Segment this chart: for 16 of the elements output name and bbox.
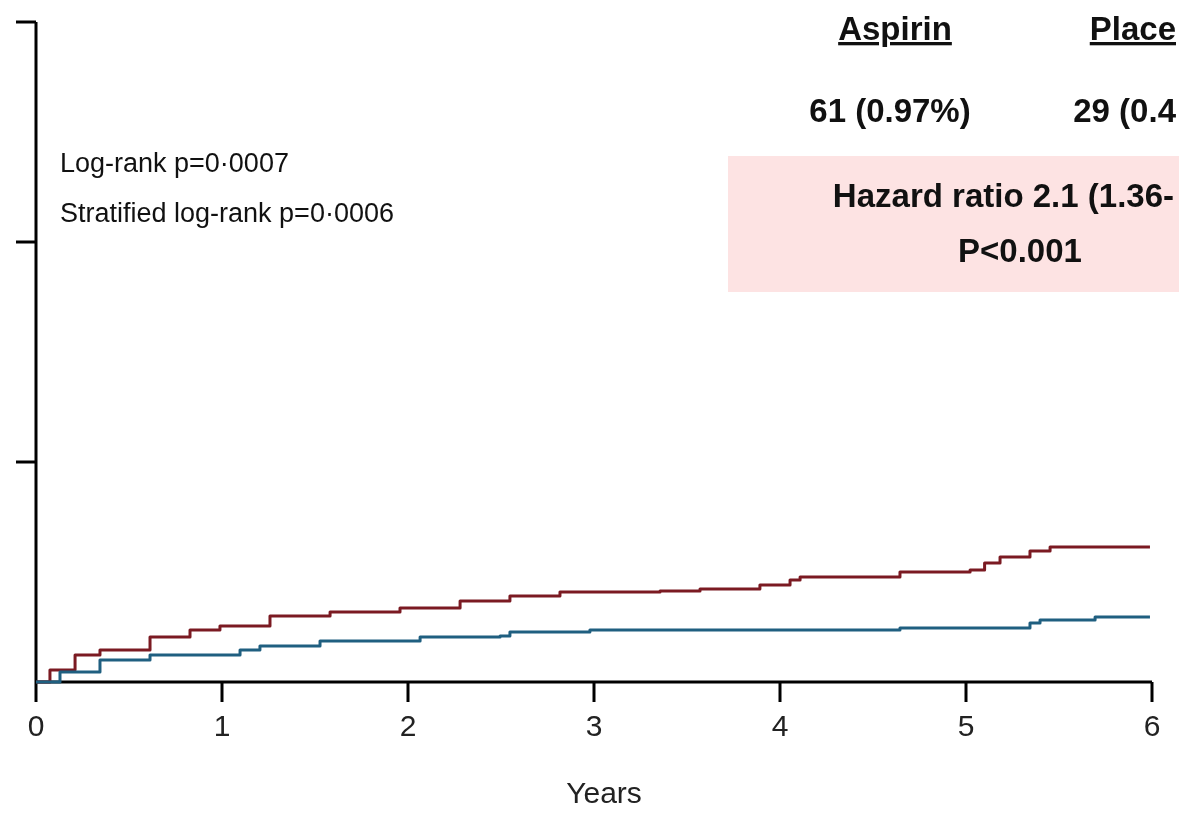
x-tick-label: 4 <box>771 709 789 742</box>
x-tick-label: 2 <box>399 709 417 742</box>
text: Log-rank p=0·0007 <box>60 148 289 178</box>
text: Hazard ratio 2.1 (1.36- <box>832 177 1174 214</box>
x-tick-label: 0 <box>27 709 45 742</box>
x-tick-label: 6 <box>1143 709 1161 742</box>
x-axis-title: Years <box>566 776 642 809</box>
x-tick-label: 3 <box>585 709 603 742</box>
x-tick-label: 5 <box>957 709 975 742</box>
text: Stratified log-rank p=0·0006 <box>60 198 394 228</box>
text: Aspirin <box>838 10 952 47</box>
text: P<0.001 <box>958 232 1082 269</box>
text: 61 (0.97%) <box>809 92 971 129</box>
x-tick-label: 1 <box>213 709 231 742</box>
text: 29 (0.4 <box>1073 92 1177 129</box>
text: Place <box>1089 10 1176 47</box>
